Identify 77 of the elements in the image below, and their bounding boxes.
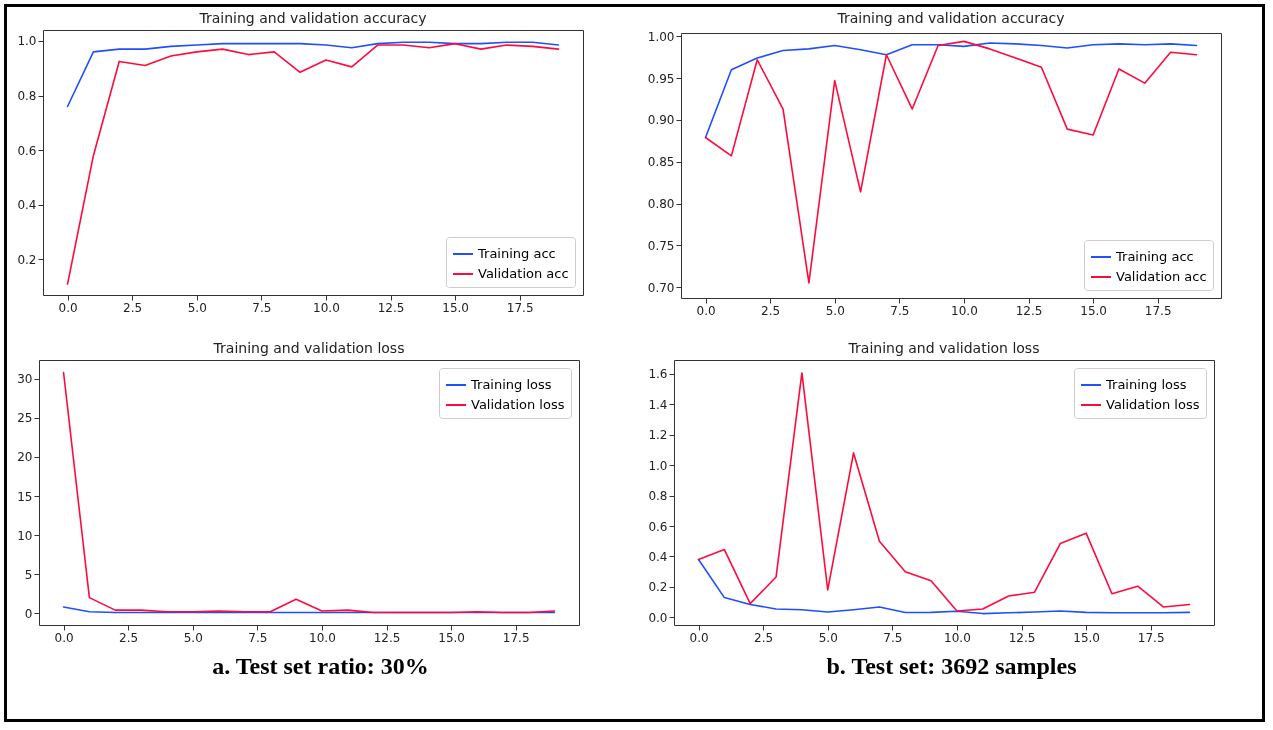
y-tick-label: 0.90 [647,113,675,128]
x-tick-label: 17.5 [502,630,530,645]
legend-label: Validation loss [1106,397,1200,412]
x-tick-label: 2.5 [754,630,774,645]
x-tick-label: 0.0 [696,303,716,318]
x-tick-label: 15.0 [442,300,469,315]
x-tick-label: 12.5 [377,300,405,315]
y-tick-label: 0 [24,606,33,621]
x-tick-label: 10.0 [313,300,340,315]
y-tick-label: 25 [17,411,33,426]
x-tick-label: 17.5 [506,300,534,315]
y-tick-label: 30 [17,372,33,387]
y-tick-label: 0.75 [647,238,675,253]
line-series [66,41,560,108]
y-tick-label: 0.2 [648,580,668,595]
y-tick-label: 15 [17,489,33,504]
x-tick-label: 5.0 [183,630,203,645]
x-tick-label: 0.0 [689,630,709,645]
y-tick-label: 10 [17,528,33,543]
x-tick-label: 17.5 [1137,630,1165,645]
x-tick-label: 10.0 [951,303,978,318]
legend-label: Training loss [470,377,552,392]
chart-title: Training and validation accuracy [198,10,427,26]
x-tick-label: 7.5 [248,630,268,645]
chart-title: Training and validation loss [847,340,1040,356]
x-tick-label: 10.0 [309,630,336,645]
y-tick-label: 0.80 [647,197,675,212]
y-tick-label: 20 [17,450,33,465]
y-tick-label: 0.4 [17,198,37,213]
legend-label: Validation acc [478,266,569,281]
y-tick-label: 0.2 [17,252,37,267]
x-tick-label: 17.5 [1144,303,1172,318]
line-series [704,42,1198,139]
y-tick-label: 0.6 [648,519,668,534]
x-tick-label: 15.0 [1073,630,1100,645]
y-tick-label: 0.4 [648,549,668,564]
y-tick-label: 1.0 [648,458,668,473]
x-tick-label: 0.0 [54,630,74,645]
y-tick-label: 0.8 [17,89,37,104]
y-tick-label: 1.6 [648,367,668,382]
text: b. Test set: 3692 samples [825,653,1078,680]
x-tick-label: 5.0 [825,303,845,318]
x-tick-label: 10.0 [944,630,971,645]
legend-label: Training loss [1105,377,1187,392]
x-tick-label: 2.5 [761,303,781,318]
y-tick-label: 1.00 [647,29,675,44]
x-tick-label: 2.5 [119,630,139,645]
x-tick-label: 12.5 [373,630,401,645]
x-tick-label: 0.0 [58,300,78,315]
legend-label: Validation acc [1116,269,1207,284]
legend-label: Validation loss [471,397,565,412]
x-tick-label: 12.5 [1015,303,1043,318]
y-tick-label: 0.8 [648,489,668,504]
x-tick-label: 7.5 [883,630,903,645]
legend-label: Training acc [1115,249,1194,264]
x-tick-label: 15.0 [1080,303,1107,318]
x-tick-label: 7.5 [252,300,272,315]
y-tick-label: 1.4 [648,397,668,412]
chart-title: Training and validation accuracy [836,10,1065,27]
x-tick-label: 12.5 [1008,630,1036,645]
x-tick-label: 2.5 [123,300,143,315]
y-tick-label: 1.0 [17,34,37,49]
y-tick-label: 0.0 [648,610,668,625]
y-tick-label: 0.6 [17,143,37,158]
line-series [697,558,1191,615]
x-tick-label: 5.0 [187,300,207,315]
y-tick-label: 5 [24,567,33,582]
y-tick-label: 0.95 [647,71,675,86]
legend-label: Training acc [477,246,556,261]
chart-title: Training and validation loss [212,340,405,356]
y-tick-label: 1.2 [648,428,668,443]
x-tick-label: 5.0 [818,630,838,645]
y-tick-label: 0.85 [647,155,675,170]
x-tick-label: 7.5 [890,303,910,318]
text: a. Test set ratio: 30% [211,653,430,680]
y-tick-label: 0.70 [647,280,675,295]
x-tick-label: 15.0 [438,630,465,645]
